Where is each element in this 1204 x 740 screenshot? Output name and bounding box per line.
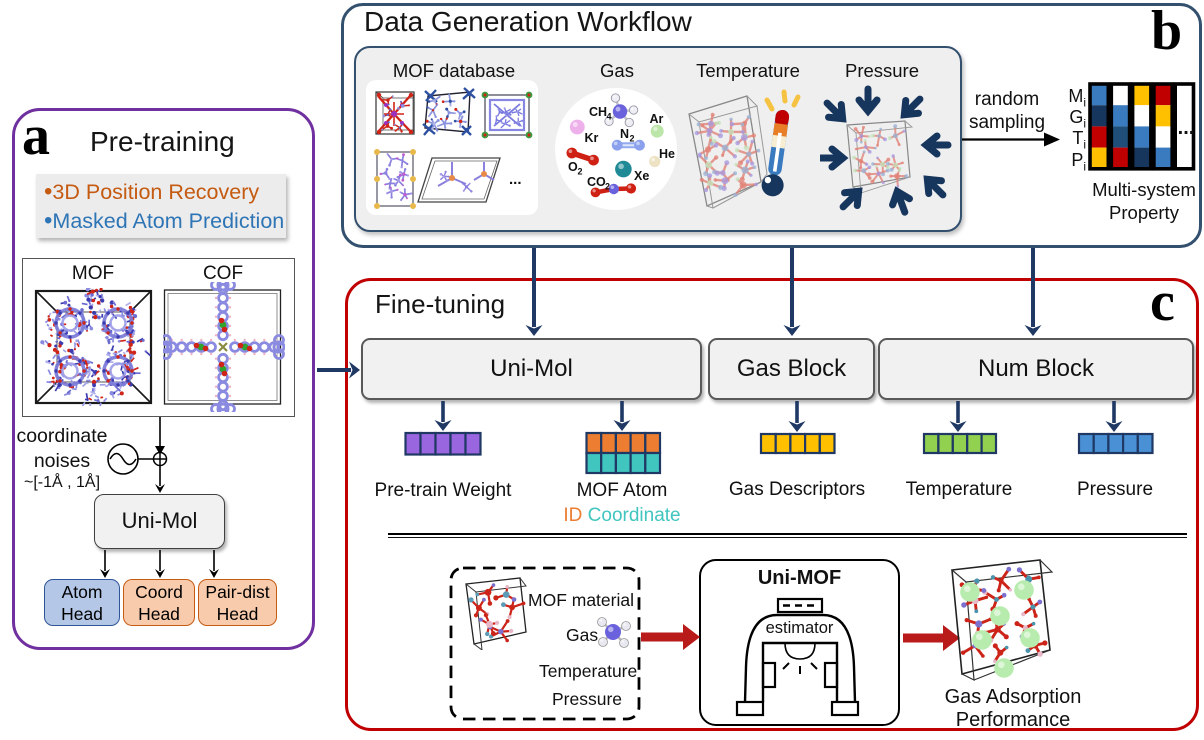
svg-text:Kr: Kr (585, 131, 599, 145)
svg-text:2: 2 (605, 182, 610, 192)
svg-text:Ar: Ar (650, 112, 664, 126)
svg-text:He: He (659, 147, 675, 161)
svg-text:...: ... (509, 171, 522, 188)
svg-text:Xe: Xe (634, 169, 649, 183)
svg-text:CO: CO (587, 175, 606, 189)
svg-text:2: 2 (630, 134, 635, 144)
svg-text:4: 4 (607, 112, 612, 122)
svg-text:2: 2 (578, 167, 583, 177)
svg-text:...: ... (1178, 117, 1195, 139)
svg-text:N: N (620, 127, 629, 141)
svg-text:CH: CH (589, 105, 607, 119)
svg-text:O: O (568, 160, 578, 174)
